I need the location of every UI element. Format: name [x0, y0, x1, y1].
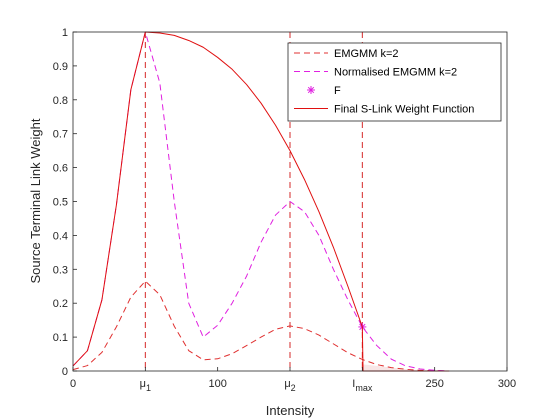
- legend-marker: [307, 86, 315, 94]
- tick-layer: 0 μ1 100 μ2 Imax 250 300 0 0.1 0.2 0.3 0.4 0.5 0.6 0.7…: [53, 27, 516, 393]
- legend-label: Normalised EMGMM k=2: [334, 67, 457, 79]
- y-tick-label: 0.8: [53, 95, 68, 107]
- y-tick-label: 0.6: [53, 163, 68, 175]
- x-tick-label: μ2: [284, 378, 295, 393]
- legend-label: EMGMM k=2: [334, 48, 398, 60]
- y-tick-label: 0.9: [53, 61, 68, 73]
- x-tick-label: 250: [425, 378, 443, 390]
- y-tick-label: 0: [62, 366, 68, 378]
- x-axis-label: Intensity: [266, 403, 315, 418]
- legend-label: F: [334, 85, 341, 97]
- legend-items: EMGMM k=2 Normalised EMGMM k=2 F Final S-Li…: [294, 48, 474, 116]
- fill-layer: [362, 364, 423, 371]
- series-line-emgmm-k-2: [72, 280, 450, 372]
- x-tick-label: 300: [498, 378, 516, 390]
- y-axis-label: Source Terminal Link Weight: [28, 118, 43, 283]
- y-tick-label: 0.5: [53, 197, 68, 209]
- y-tick-label: 0.4: [53, 230, 68, 242]
- x-tick-label: Imax: [352, 378, 373, 393]
- legend: EMGMM k=2 Normalised EMGMM k=2 F Final S-Li…: [287, 42, 502, 122]
- y-tick-label: 0.3: [53, 264, 68, 276]
- x-tick-label: μ1: [140, 378, 151, 393]
- x-tick-label: 100: [208, 378, 226, 390]
- y-tick-label: 0.2: [53, 298, 68, 310]
- x-tick-label: 0: [70, 378, 76, 390]
- legend-label: Final S-Link Weight Function: [334, 104, 474, 116]
- tail-shading: [362, 364, 423, 371]
- y-tick-label: 1: [62, 27, 68, 39]
- y-tick-label: 0.7: [53, 129, 68, 141]
- vline-layer: [144, 32, 363, 371]
- y-tick-label: 0.1: [53, 332, 68, 344]
